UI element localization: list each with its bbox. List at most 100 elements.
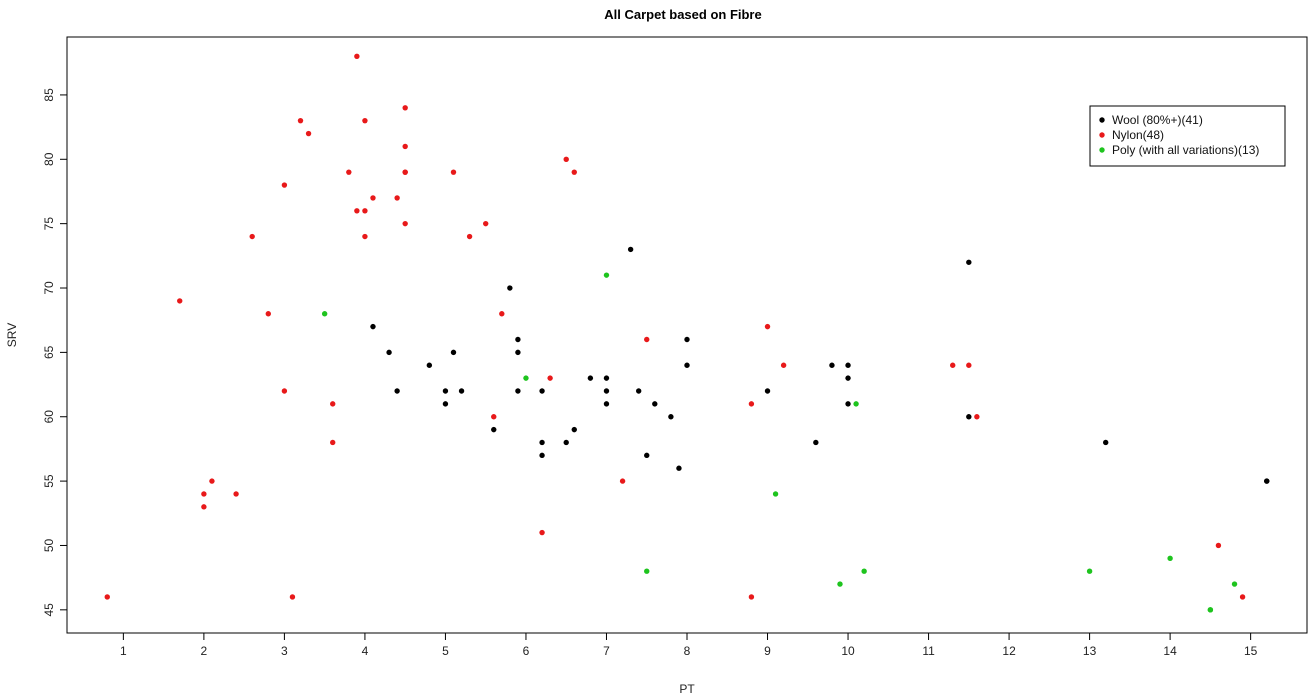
series-1-point bbox=[764, 323, 771, 330]
series-2-point bbox=[853, 401, 859, 407]
series-0-point bbox=[684, 362, 690, 368]
legend-marker bbox=[1099, 132, 1105, 138]
x-tick-label: 3 bbox=[281, 644, 288, 658]
x-axis: 1 2 3 4 5 6 7 8 9 10 11 12 13 14 15 bbox=[120, 633, 1258, 658]
series-1-point bbox=[330, 401, 336, 407]
x-tick-label: 5 bbox=[442, 644, 449, 658]
series-2-point bbox=[772, 491, 779, 497]
series-1-point bbox=[966, 362, 972, 368]
series-0-point bbox=[515, 388, 521, 394]
chart-title: All Carpet based on Fibre bbox=[604, 7, 761, 22]
legend: Wool (80%+)(41)Nylon(48)Poly (with all v… bbox=[1089, 105, 1286, 167]
series-1-point bbox=[748, 594, 755, 600]
series-0-point bbox=[571, 426, 577, 433]
series-0-point bbox=[603, 388, 610, 394]
series-1-point bbox=[402, 169, 408, 175]
legend-label: Poly (with all variations)(13) bbox=[1112, 143, 1259, 157]
series-1-point bbox=[209, 478, 215, 484]
series-1-point bbox=[450, 169, 457, 175]
series-0-point bbox=[966, 414, 972, 420]
x-tick-label: 15 bbox=[1244, 644, 1258, 658]
series-1-point bbox=[233, 491, 239, 497]
y-tick-label: 55 bbox=[42, 474, 56, 488]
legend-marker bbox=[1099, 117, 1105, 123]
series-0-point bbox=[386, 349, 392, 356]
series-0-point bbox=[426, 362, 433, 368]
series-1-point bbox=[571, 169, 577, 175]
series-1-point bbox=[289, 594, 296, 600]
series-1-point bbox=[547, 375, 553, 381]
series-1-point bbox=[402, 220, 408, 227]
series-2-point bbox=[1167, 555, 1173, 562]
legend-label: Wool (80%+)(41) bbox=[1112, 113, 1203, 127]
series-1-point bbox=[780, 362, 787, 368]
series-2-point bbox=[1086, 568, 1093, 574]
series-1-point bbox=[748, 401, 755, 407]
series-1-point bbox=[1239, 594, 1246, 600]
series-0-point bbox=[587, 375, 594, 381]
series-1-point bbox=[402, 143, 408, 150]
series-0-point bbox=[845, 375, 851, 381]
y-axis: 45 50 55 60 65 70 75 80 85 bbox=[42, 88, 67, 617]
series-0-point bbox=[539, 452, 545, 459]
series-0-point bbox=[370, 323, 376, 330]
series-1-point bbox=[201, 504, 207, 510]
x-tick-label: 14 bbox=[1163, 644, 1177, 658]
series-0-point bbox=[394, 388, 400, 394]
series-0-point bbox=[539, 388, 545, 394]
series-2-point bbox=[603, 272, 610, 278]
series-0-point bbox=[450, 349, 457, 356]
series-1-point bbox=[370, 195, 376, 201]
series-1-point bbox=[249, 233, 255, 240]
y-tick-label: 50 bbox=[42, 538, 56, 552]
series-0-point bbox=[603, 401, 610, 407]
series-1-point bbox=[539, 529, 545, 536]
x-tick-label: 9 bbox=[764, 644, 771, 658]
y-tick-label: 65 bbox=[42, 345, 56, 359]
series-0-point bbox=[845, 401, 851, 407]
series-1-point bbox=[104, 594, 110, 600]
series-0-point bbox=[668, 414, 674, 420]
series-2-point bbox=[644, 568, 650, 574]
x-tick-label: 13 bbox=[1083, 644, 1097, 658]
data-points bbox=[104, 53, 1270, 613]
series-1-point bbox=[499, 311, 505, 317]
series-0-point bbox=[1264, 478, 1270, 484]
series-0-point bbox=[813, 439, 819, 446]
series-1-point bbox=[483, 220, 489, 227]
series-1-point bbox=[394, 195, 400, 201]
legend-label: Nylon(48) bbox=[1112, 128, 1164, 142]
series-0-point bbox=[603, 375, 610, 381]
series-0-point bbox=[684, 336, 690, 343]
x-tick-label: 1 bbox=[120, 644, 127, 658]
series-0-point bbox=[458, 388, 465, 394]
series-1-point bbox=[950, 362, 956, 368]
x-tick-label: 6 bbox=[523, 644, 530, 658]
series-1-point bbox=[281, 388, 288, 394]
series-1-point bbox=[491, 414, 497, 420]
x-tick-label: 7 bbox=[603, 644, 610, 658]
series-1-point bbox=[354, 208, 360, 214]
series-2-point bbox=[1231, 581, 1238, 587]
x-tick-label: 8 bbox=[684, 644, 691, 658]
x-tick-label: 10 bbox=[841, 644, 855, 658]
series-1-point bbox=[265, 311, 271, 317]
series-1-point bbox=[362, 117, 368, 124]
series-2-point bbox=[321, 311, 328, 317]
series-0-point bbox=[515, 336, 521, 343]
y-tick-label: 70 bbox=[42, 281, 56, 295]
y-tick-label: 45 bbox=[42, 603, 56, 617]
series-1-point bbox=[466, 233, 473, 240]
series-0-point bbox=[676, 465, 682, 471]
series-1-point bbox=[346, 169, 352, 175]
series-2-point bbox=[523, 375, 529, 381]
series-0-point bbox=[539, 439, 545, 446]
series-1-point bbox=[281, 182, 288, 188]
x-tick-label: 4 bbox=[362, 644, 369, 658]
legend-box bbox=[1089, 105, 1286, 167]
series-0-point bbox=[515, 349, 521, 356]
series-0-point bbox=[507, 285, 513, 291]
series-1-point bbox=[305, 130, 312, 137]
series-1-point bbox=[619, 478, 626, 484]
